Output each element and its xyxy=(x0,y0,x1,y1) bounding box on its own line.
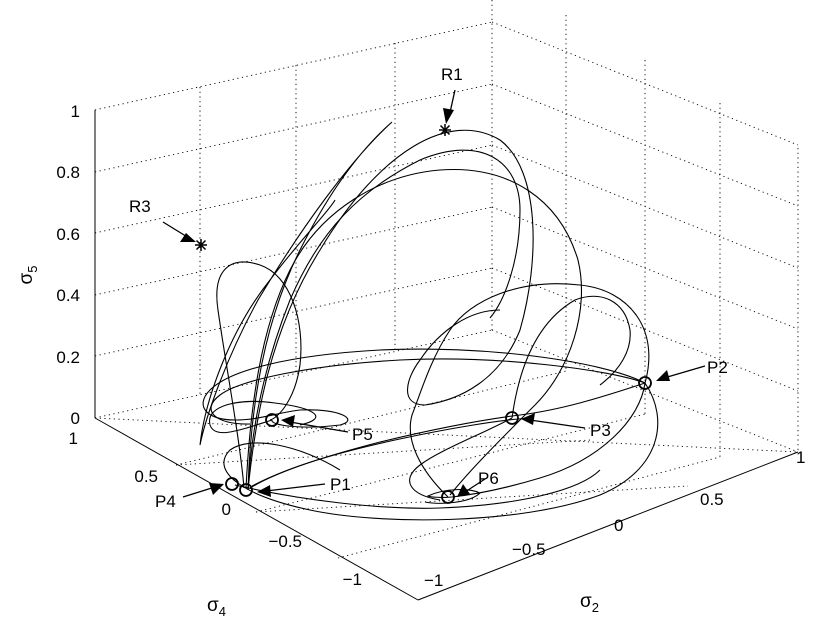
marker-R3 xyxy=(194,238,208,252)
arrow-head-P4 xyxy=(209,483,224,495)
x-tick-label: 1 xyxy=(796,448,805,467)
y-tick-label: 1 xyxy=(69,429,78,448)
x-tick-label: 0 xyxy=(614,516,623,535)
trajectory-curve xyxy=(223,382,659,521)
label-P3: P3 xyxy=(590,421,611,440)
y-tick-label: 0.5 xyxy=(134,467,158,486)
y-tick-label: −0.5 xyxy=(268,532,302,551)
trajectory-curve xyxy=(210,358,646,425)
label-P6: P6 xyxy=(478,469,499,488)
z-axis-label: σ5 xyxy=(16,266,40,285)
arrow-head-P6 xyxy=(457,484,470,497)
z-tick-label: 0.8 xyxy=(56,163,80,182)
y-tick-label: 0 xyxy=(222,500,231,519)
arrow-P6 xyxy=(464,478,486,493)
arrow-head-P2 xyxy=(656,370,670,381)
label-P5: P5 xyxy=(352,425,373,444)
label-P4: P4 xyxy=(155,492,176,511)
trajectory-curve xyxy=(511,295,631,419)
axes xyxy=(94,110,799,601)
arrow-P3 xyxy=(529,419,586,429)
arrow-head-P3 xyxy=(521,413,535,425)
y-axis-label: σ4 xyxy=(207,595,226,619)
y-axis-line xyxy=(94,417,419,601)
marker-P6 xyxy=(441,490,455,504)
trajectory-curve xyxy=(245,168,582,496)
x-axis-label: σ2 xyxy=(580,591,599,615)
markers xyxy=(194,123,652,504)
trajectory-curve xyxy=(251,417,531,487)
marker-P2 xyxy=(638,376,652,390)
x-tick-label: −1 xyxy=(424,571,443,590)
arrow-head-P5 xyxy=(281,415,295,427)
arrow-P1 xyxy=(265,483,326,492)
arrow-P5 xyxy=(289,421,349,433)
z-tick-label: 0.4 xyxy=(56,286,80,305)
annotations: R1 R3 P2 P3 P5 P1 P6 P4 xyxy=(129,65,728,511)
label-P1: P1 xyxy=(330,475,351,494)
marker-R1 xyxy=(438,123,452,137)
trajectory-curve xyxy=(199,121,393,491)
z-tick-label: 0.6 xyxy=(56,225,80,244)
arrow-P2 xyxy=(663,365,706,379)
marker-P3 xyxy=(505,411,519,425)
trajectory-curve xyxy=(247,129,534,491)
y-tick-label: −1 xyxy=(343,570,362,589)
arrow-head-R3 xyxy=(180,233,196,242)
z-tick-label: 0.2 xyxy=(56,348,80,367)
trajectory-curve xyxy=(409,283,650,498)
z-tick-label: 1 xyxy=(71,102,80,121)
arrow-P4 xyxy=(182,486,216,498)
trajectory-curve xyxy=(249,382,646,489)
trajectory-curve xyxy=(424,382,646,504)
arrow-head-P1 xyxy=(257,485,271,497)
svg-text:σ5: σ5 xyxy=(16,266,40,285)
x-tick-labels: −1 −0.5 0 0.5 1 xyxy=(424,448,805,590)
trajectories xyxy=(199,121,659,521)
trajectory-curve xyxy=(409,417,513,501)
z-tick-label: 0 xyxy=(71,409,80,428)
grid xyxy=(94,0,799,559)
arrow-head-R1 xyxy=(443,108,454,124)
label-P2: P2 xyxy=(707,358,728,377)
trajectory-curve xyxy=(247,149,521,491)
trajectory-curve xyxy=(234,469,601,509)
label-R3: R3 xyxy=(129,197,151,216)
trajectory-curve xyxy=(209,400,317,434)
y-tick-labels: 1 0.5 0 −0.5 −1 xyxy=(69,429,362,589)
trajectory-curve xyxy=(216,261,302,489)
label-R1: R1 xyxy=(441,65,463,84)
trajectory-curve xyxy=(202,348,646,428)
marker-P5 xyxy=(265,413,279,427)
marker-P1 xyxy=(239,483,253,497)
x-tick-label: 0.5 xyxy=(700,490,724,509)
z-tick-labels: 0 0.2 0.4 0.6 0.8 1 xyxy=(56,102,80,428)
marker-P4 xyxy=(225,477,239,491)
x-tick-label: −0.5 xyxy=(512,540,546,559)
x-axis-line xyxy=(417,451,799,601)
